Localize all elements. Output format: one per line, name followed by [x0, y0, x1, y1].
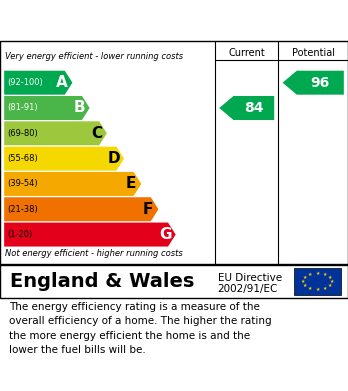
Text: F: F — [143, 202, 153, 217]
Text: G: G — [159, 227, 172, 242]
Text: EU Directive: EU Directive — [218, 273, 282, 283]
Polygon shape — [4, 172, 141, 196]
Text: ★: ★ — [301, 279, 305, 284]
Text: ★: ★ — [323, 272, 327, 277]
Text: Not energy efficient - higher running costs: Not energy efficient - higher running co… — [5, 249, 183, 258]
Text: E: E — [126, 176, 136, 192]
Text: ★: ★ — [315, 287, 320, 292]
Text: (69-80): (69-80) — [8, 129, 38, 138]
Text: (55-68): (55-68) — [8, 154, 38, 163]
Text: ★: ★ — [303, 275, 307, 280]
Polygon shape — [219, 96, 274, 120]
Text: 96: 96 — [311, 76, 330, 90]
Text: (21-38): (21-38) — [8, 205, 38, 214]
Text: (1-20): (1-20) — [8, 230, 33, 239]
Text: Energy Efficiency Rating: Energy Efficiency Rating — [10, 14, 239, 32]
Polygon shape — [4, 222, 176, 247]
Polygon shape — [4, 71, 72, 95]
Text: The energy efficiency rating is a measure of the
overall efficiency of a home. T: The energy efficiency rating is a measur… — [9, 302, 271, 355]
Polygon shape — [4, 147, 124, 170]
Text: Current: Current — [228, 48, 265, 58]
Text: ★: ★ — [323, 286, 327, 291]
Text: ★: ★ — [308, 272, 313, 277]
Text: ★: ★ — [308, 286, 313, 291]
Text: (92-100): (92-100) — [8, 78, 44, 87]
Text: 2002/91/EC: 2002/91/EC — [218, 283, 278, 294]
Polygon shape — [283, 71, 344, 95]
Text: England & Wales: England & Wales — [10, 272, 195, 291]
Polygon shape — [4, 121, 107, 145]
Polygon shape — [4, 197, 158, 221]
Bar — [294, 268, 341, 295]
Text: ★: ★ — [328, 283, 332, 288]
Text: ★: ★ — [303, 283, 307, 288]
Polygon shape — [4, 96, 90, 120]
Text: Potential: Potential — [292, 48, 335, 58]
Text: C: C — [91, 126, 102, 141]
Text: 84: 84 — [244, 101, 263, 115]
Text: (81-91): (81-91) — [8, 104, 38, 113]
Text: ★: ★ — [330, 279, 334, 284]
Text: ★: ★ — [328, 275, 332, 280]
Text: B: B — [73, 100, 85, 115]
Text: Very energy efficient - lower running costs: Very energy efficient - lower running co… — [5, 52, 183, 61]
Text: D: D — [107, 151, 120, 166]
Text: ★: ★ — [315, 271, 320, 276]
Text: A: A — [56, 75, 68, 90]
Text: (39-54): (39-54) — [8, 179, 38, 188]
